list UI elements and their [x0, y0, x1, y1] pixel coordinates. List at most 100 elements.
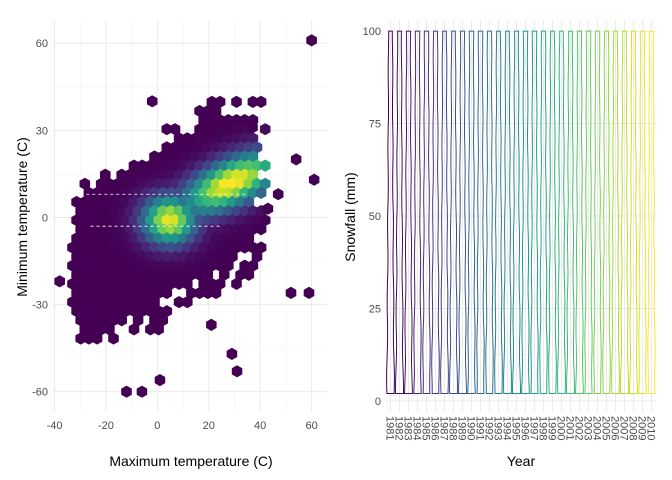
hexbin-cell — [83, 241, 95, 254]
violin-1986 — [431, 30, 440, 394]
hexbin-cell — [186, 268, 197, 281]
violin-x-tick-label: 2009 — [636, 416, 648, 440]
hexbin-cell — [108, 186, 119, 199]
hexbin-cell — [87, 268, 99, 281]
hexbin-cell — [190, 186, 201, 199]
violin-2003 — [584, 30, 593, 394]
hexbin-cell — [79, 195, 91, 209]
hexbin-cell — [95, 305, 107, 318]
hexbin-cell — [231, 95, 242, 108]
violin-x-axis-title: Year — [507, 453, 536, 469]
hexbin-cell — [182, 277, 193, 290]
hexbin-cell — [218, 195, 230, 209]
hexbin-cell — [161, 305, 173, 318]
hexbin-cell — [124, 186, 136, 199]
hexbin-cell — [104, 177, 115, 190]
hexbin-cell — [255, 241, 267, 254]
violin-x-tick-label: 1998 — [537, 416, 549, 440]
hexbin-cell — [169, 232, 181, 245]
hexbin-cell — [153, 268, 164, 281]
hexbin-cell — [202, 268, 214, 281]
hexbin-cell — [227, 123, 238, 136]
hexbin-cell-outlier — [231, 365, 243, 378]
hexbin-cell — [194, 159, 205, 172]
hexbin-cell — [71, 195, 82, 209]
hexbin-cell — [177, 214, 189, 227]
hexbin-cell — [132, 296, 144, 309]
hexbin-cell — [161, 286, 173, 300]
hexbin-cell — [120, 177, 132, 190]
hexbin-cell — [79, 214, 91, 227]
hexbin-cell — [145, 177, 156, 190]
hexbin-cell — [243, 232, 255, 245]
hexbin-cell — [210, 159, 222, 172]
hexbin-cell — [116, 314, 127, 327]
violin-2000 — [557, 30, 566, 394]
hexbin-cell — [100, 241, 111, 254]
hexbin-cell — [141, 296, 152, 309]
violin-1989 — [457, 30, 468, 394]
hexbin-cell — [132, 205, 144, 218]
hexbin-cell — [247, 259, 259, 272]
hexbin-cell — [108, 277, 119, 290]
hexbin-cell — [116, 223, 127, 236]
hexbin-cell — [71, 286, 82, 300]
violin-2010 — [647, 30, 656, 394]
hexbin-cell — [194, 195, 205, 209]
hexbin-cell — [202, 250, 214, 263]
hexbin-cell — [223, 241, 234, 254]
hexbin-cell — [214, 168, 226, 181]
hexbin-cell — [132, 277, 144, 290]
violin-1995 — [512, 30, 521, 394]
hexbin-cell — [223, 259, 234, 272]
hexbin-cell — [243, 177, 255, 190]
hexbin-y-tick-label: -60 — [32, 387, 48, 399]
hexbin-cell — [128, 159, 140, 172]
hexbin-cell — [239, 168, 250, 181]
hexbin-cell — [141, 241, 152, 254]
hexbin-cell — [218, 268, 230, 281]
hexbin-cell — [239, 205, 250, 218]
hexbin-cell — [182, 205, 193, 218]
violin-1994 — [503, 30, 512, 394]
hexbin-y-tick-labels: -60 -30 0 30 60 — [32, 38, 48, 398]
hexbin-cell — [141, 277, 152, 290]
hexbin-cell — [194, 268, 205, 281]
hexbin-cell — [255, 95, 267, 108]
hexbin-cell — [145, 195, 156, 209]
hexbin-cell — [194, 123, 205, 136]
hexbin-cell — [87, 195, 99, 209]
violin-gridlines — [386, 20, 656, 412]
violin-x-tick-label: 2003 — [582, 416, 594, 440]
hexbin-cell — [67, 277, 78, 290]
hexbin-cell — [165, 186, 177, 199]
hexbin-cell — [206, 277, 218, 290]
hexbin-cell — [218, 214, 230, 227]
hexbin-cell — [91, 332, 103, 345]
hexbin-cell — [169, 214, 181, 227]
violin-y-tick-labels: 0 25 50 75 100 — [363, 26, 381, 408]
hexbin-cell — [95, 268, 107, 281]
hexbin-cell — [235, 268, 246, 281]
hexbin-cell — [104, 268, 115, 281]
hexbin-cell — [161, 232, 173, 245]
hexbin-cell — [239, 259, 250, 272]
hexbin-cell — [239, 150, 250, 163]
hexbin-cell — [75, 332, 86, 345]
violin-panel: 1981198219831984198519861987198819891990… — [342, 20, 657, 469]
hexbin-cell-outlier — [154, 374, 166, 387]
hexbin-cell — [100, 205, 111, 218]
hexbin-cell — [247, 95, 259, 108]
violin-x-tick-label: 2010 — [645, 416, 657, 440]
hexbin-cell — [112, 286, 123, 300]
hexbin-cell — [177, 268, 189, 281]
hexbin-cell — [206, 132, 218, 145]
hexbin-cell — [112, 268, 123, 281]
hexbin-cell — [120, 268, 132, 281]
hexbin-cell — [153, 305, 164, 318]
hexbin-cell — [227, 177, 238, 190]
violin-2006 — [611, 30, 620, 394]
hexbin-cell — [157, 168, 168, 181]
hexbin-cell — [231, 186, 242, 199]
violin-2007 — [620, 30, 629, 394]
